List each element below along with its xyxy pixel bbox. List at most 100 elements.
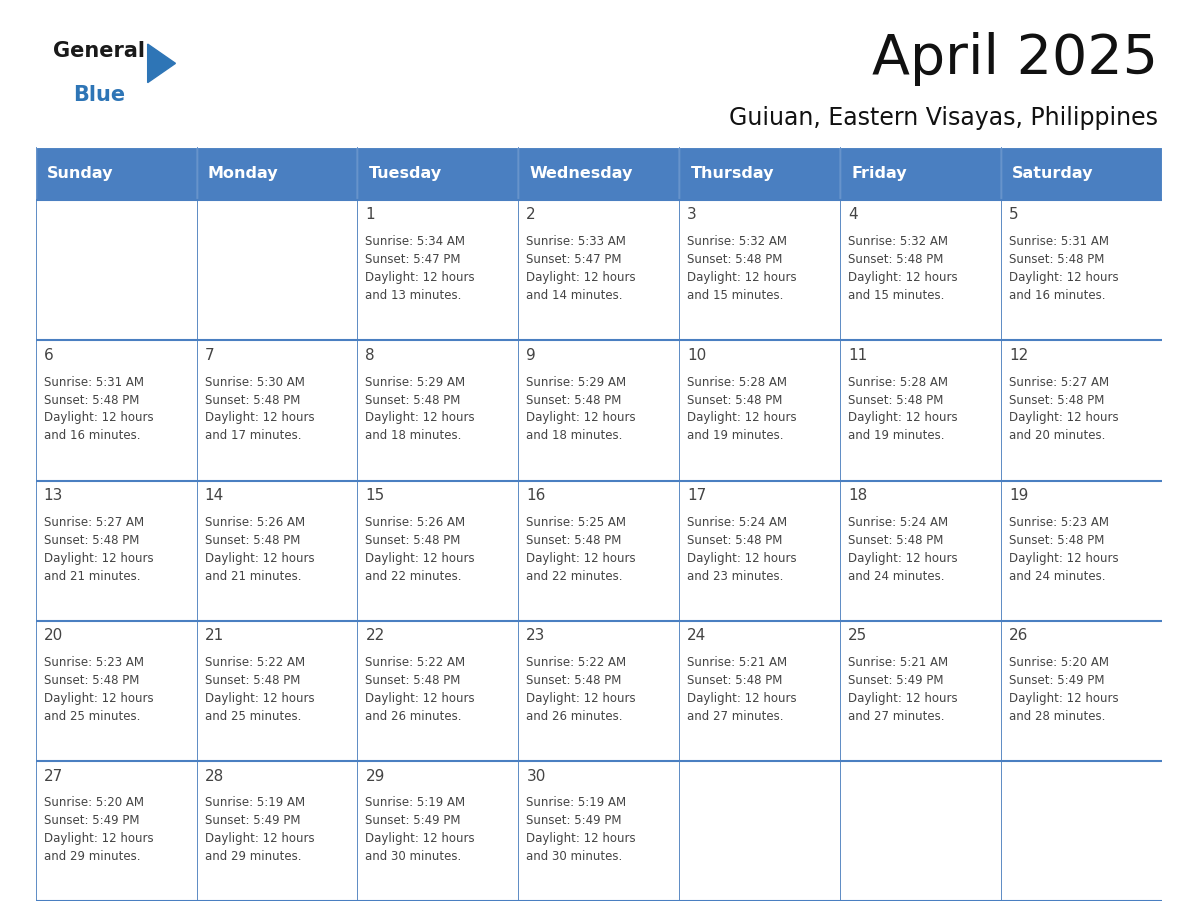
Text: Sunset: 5:49 PM: Sunset: 5:49 PM	[366, 814, 461, 827]
Text: Sunset: 5:48 PM: Sunset: 5:48 PM	[526, 533, 621, 547]
Bar	[36, 481, 196, 621]
Text: 26: 26	[1009, 628, 1029, 644]
Text: Sunset: 5:48 PM: Sunset: 5:48 PM	[44, 394, 139, 407]
Text: Sunrise: 5:19 AM: Sunrise: 5:19 AM	[526, 797, 626, 810]
Text: Sunrise: 5:32 AM: Sunrise: 5:32 AM	[848, 235, 948, 248]
Text: Sunset: 5:48 PM: Sunset: 5:48 PM	[1009, 533, 1105, 547]
Bar	[680, 481, 840, 621]
Text: 20: 20	[44, 628, 63, 644]
Text: and 16 minutes.: and 16 minutes.	[44, 430, 140, 442]
Text: 17: 17	[687, 488, 707, 503]
Text: and 22 minutes.: and 22 minutes.	[366, 570, 462, 583]
Text: Guiuan, Eastern Visayas, Philippines: Guiuan, Eastern Visayas, Philippines	[729, 106, 1158, 129]
Text: Sunrise: 5:29 AM: Sunrise: 5:29 AM	[366, 375, 466, 388]
Text: Daylight: 12 hours: Daylight: 12 hours	[1009, 271, 1119, 285]
Bar	[680, 621, 840, 761]
Text: Sunrise: 5:20 AM: Sunrise: 5:20 AM	[1009, 656, 1110, 669]
Text: Daylight: 12 hours: Daylight: 12 hours	[204, 692, 314, 705]
Bar	[358, 200, 518, 341]
Text: Daylight: 12 hours: Daylight: 12 hours	[526, 271, 636, 285]
Bar	[196, 341, 358, 481]
Bar	[518, 200, 680, 341]
Text: 24: 24	[687, 628, 707, 644]
Text: April 2025: April 2025	[872, 32, 1158, 86]
Text: Sunset: 5:48 PM: Sunset: 5:48 PM	[1009, 253, 1105, 266]
Text: Daylight: 12 hours: Daylight: 12 hours	[848, 411, 958, 424]
Text: Blue: Blue	[74, 85, 126, 106]
Text: and 29 minutes.: and 29 minutes.	[44, 850, 140, 863]
Text: Sunrise: 5:24 AM: Sunrise: 5:24 AM	[848, 516, 948, 529]
Text: Sunrise: 5:22 AM: Sunrise: 5:22 AM	[204, 656, 304, 669]
Bar	[196, 761, 358, 901]
Text: Sunrise: 5:31 AM: Sunrise: 5:31 AM	[44, 375, 144, 388]
Text: 22: 22	[366, 628, 385, 644]
Text: and 29 minutes.: and 29 minutes.	[204, 850, 301, 863]
Text: and 14 minutes.: and 14 minutes.	[526, 289, 623, 302]
Text: 6: 6	[44, 348, 53, 363]
Bar	[358, 481, 518, 621]
Text: and 17 minutes.: and 17 minutes.	[204, 430, 301, 442]
Text: Sunrise: 5:28 AM: Sunrise: 5:28 AM	[687, 375, 788, 388]
Bar	[358, 147, 518, 200]
Bar	[196, 621, 358, 761]
Text: Sunset: 5:49 PM: Sunset: 5:49 PM	[1009, 674, 1105, 687]
Text: Daylight: 12 hours: Daylight: 12 hours	[526, 692, 636, 705]
Text: Sunrise: 5:34 AM: Sunrise: 5:34 AM	[366, 235, 466, 248]
Text: and 27 minutes.: and 27 minutes.	[687, 710, 784, 723]
Text: Sunset: 5:49 PM: Sunset: 5:49 PM	[44, 814, 139, 827]
Text: Daylight: 12 hours: Daylight: 12 hours	[366, 552, 475, 565]
Text: Daylight: 12 hours: Daylight: 12 hours	[204, 411, 314, 424]
Bar	[358, 621, 518, 761]
Bar	[1001, 621, 1162, 761]
Bar	[840, 621, 1001, 761]
Text: and 25 minutes.: and 25 minutes.	[204, 710, 301, 723]
Text: Friday: Friday	[852, 166, 906, 181]
Bar	[680, 341, 840, 481]
Text: 9: 9	[526, 348, 536, 363]
Bar	[518, 147, 680, 200]
Text: 25: 25	[848, 628, 867, 644]
Text: Sunset: 5:48 PM: Sunset: 5:48 PM	[687, 253, 783, 266]
Text: Daylight: 12 hours: Daylight: 12 hours	[1009, 552, 1119, 565]
Text: 16: 16	[526, 488, 545, 503]
Text: 7: 7	[204, 348, 214, 363]
Bar	[518, 341, 680, 481]
Text: and 22 minutes.: and 22 minutes.	[526, 570, 623, 583]
Text: and 25 minutes.: and 25 minutes.	[44, 710, 140, 723]
Text: Sunrise: 5:23 AM: Sunrise: 5:23 AM	[44, 656, 144, 669]
Text: Daylight: 12 hours: Daylight: 12 hours	[1009, 692, 1119, 705]
Text: 29: 29	[366, 768, 385, 784]
Text: and 26 minutes.: and 26 minutes.	[366, 710, 462, 723]
Text: Saturday: Saturday	[1012, 166, 1094, 181]
Text: Sunset: 5:49 PM: Sunset: 5:49 PM	[204, 814, 301, 827]
Text: Sunset: 5:48 PM: Sunset: 5:48 PM	[526, 394, 621, 407]
Bar	[840, 761, 1001, 901]
Text: Sunrise: 5:25 AM: Sunrise: 5:25 AM	[526, 516, 626, 529]
Text: and 15 minutes.: and 15 minutes.	[848, 289, 944, 302]
Text: Sunset: 5:48 PM: Sunset: 5:48 PM	[366, 674, 461, 687]
Bar	[840, 147, 1001, 200]
Text: Daylight: 12 hours: Daylight: 12 hours	[1009, 411, 1119, 424]
Text: Daylight: 12 hours: Daylight: 12 hours	[526, 833, 636, 845]
Bar	[518, 481, 680, 621]
Text: Daylight: 12 hours: Daylight: 12 hours	[366, 692, 475, 705]
Text: Sunday: Sunday	[46, 166, 113, 181]
Text: Sunset: 5:48 PM: Sunset: 5:48 PM	[204, 394, 299, 407]
Bar	[36, 621, 196, 761]
Text: Daylight: 12 hours: Daylight: 12 hours	[44, 552, 153, 565]
Text: Daylight: 12 hours: Daylight: 12 hours	[366, 271, 475, 285]
Text: Sunset: 5:48 PM: Sunset: 5:48 PM	[44, 674, 139, 687]
Text: Sunrise: 5:26 AM: Sunrise: 5:26 AM	[366, 516, 466, 529]
Text: Sunrise: 5:28 AM: Sunrise: 5:28 AM	[848, 375, 948, 388]
Text: and 28 minutes.: and 28 minutes.	[1009, 710, 1105, 723]
Text: 12: 12	[1009, 348, 1029, 363]
Text: 23: 23	[526, 628, 545, 644]
Text: and 21 minutes.: and 21 minutes.	[204, 570, 301, 583]
Text: Sunrise: 5:30 AM: Sunrise: 5:30 AM	[204, 375, 304, 388]
Text: and 19 minutes.: and 19 minutes.	[687, 430, 784, 442]
Text: Daylight: 12 hours: Daylight: 12 hours	[848, 692, 958, 705]
Text: Sunrise: 5:29 AM: Sunrise: 5:29 AM	[526, 375, 626, 388]
Text: and 27 minutes.: and 27 minutes.	[848, 710, 944, 723]
Text: and 18 minutes.: and 18 minutes.	[366, 430, 462, 442]
Text: General: General	[53, 41, 145, 62]
